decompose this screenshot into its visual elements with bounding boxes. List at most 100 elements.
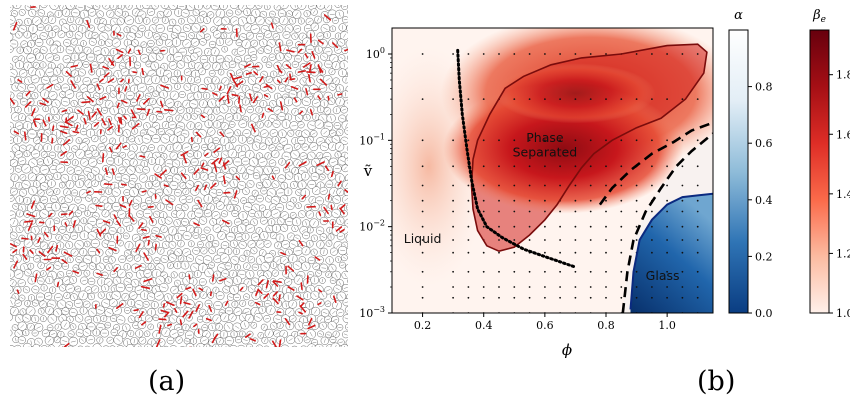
particle-orientation [16, 168, 21, 170]
simulation-point [467, 251, 470, 254]
particle-orientation [77, 6, 83, 8]
particle-orientation [263, 58, 266, 62]
particle-orientation [325, 78, 330, 82]
particle-orientation [81, 145, 86, 149]
particle-orientation [259, 122, 262, 127]
simulation-point [513, 98, 516, 100]
simulation-point [559, 210, 561, 213]
particle-orientation [130, 137, 134, 140]
particle-orientation [139, 13, 144, 17]
particle-orientation [275, 108, 280, 112]
simulation-point [666, 286, 668, 288]
simulation-point [651, 53, 653, 55]
particle-orientation [314, 102, 319, 104]
particle [279, 5, 289, 10]
particle-orientation [231, 169, 235, 173]
particle-orientation [313, 24, 317, 29]
particle-orientation [262, 102, 264, 107]
particle-orientation [317, 168, 323, 172]
particle-orientation [45, 106, 47, 111]
particle-orientation [10, 19, 14, 21]
particle-orientation [310, 5, 315, 7]
simulation-point [513, 165, 516, 168]
x-axis-label: ϕ [562, 341, 572, 359]
particle-orientation [244, 146, 247, 151]
particle-orientation [125, 58, 129, 61]
particle-orientation [83, 12, 86, 17]
particle-orientation [205, 36, 210, 38]
particle-orientation [28, 57, 34, 59]
simulation-point [574, 210, 577, 213]
particle-orientation [98, 159, 102, 162]
particle-orientation [140, 5, 141, 8]
simulation-point [635, 199, 638, 202]
particle-orientation [223, 34, 225, 38]
particle-orientation [30, 10, 34, 15]
particle-orientation [96, 19, 99, 23]
particle [92, 343, 102, 347]
particle-orientation [196, 124, 201, 128]
particle-orientation [164, 123, 167, 127]
simulation-point [498, 199, 500, 202]
y-tick-base: 10 [359, 307, 373, 320]
particle-orientation [338, 11, 341, 17]
simulation-point [574, 251, 577, 254]
simulation-point [635, 210, 638, 213]
simulation-point [666, 239, 668, 241]
particle-orientation [94, 5, 99, 8]
particle-orientation [339, 99, 341, 105]
particle-orientation [54, 162, 58, 164]
particle-orientation [301, 155, 306, 157]
simulation-point [544, 239, 546, 241]
particle-orientation [61, 20, 65, 25]
particle-orientation [34, 168, 38, 173]
particle-orientation [10, 7, 12, 8]
particle-orientation [219, 11, 222, 16]
particle-orientation [271, 102, 275, 106]
particle-orientation [197, 64, 200, 69]
simulation-point [482, 53, 485, 55]
particle-orientation [349, 341, 350, 344]
particle-orientation [325, 109, 329, 113]
simulation-point [559, 270, 561, 273]
particle-orientation [240, 122, 245, 125]
particle-orientation [227, 12, 232, 14]
particle [10, 14, 16, 25]
simulation-point [696, 251, 699, 254]
particle-orientation [111, 139, 114, 143]
particle-orientation [330, 85, 335, 89]
particle-orientation [168, 27, 173, 30]
particle-orientation [113, 108, 116, 113]
particle-orientation [78, 19, 81, 24]
particle-orientation [259, 49, 263, 52]
particle-orientation [160, 146, 163, 151]
particle-orientation [267, 121, 269, 126]
particle-orientation [82, 160, 87, 164]
particle-orientation [26, 32, 28, 37]
particle-orientation [184, 146, 190, 149]
bond-segment [72, 130, 80, 134]
particle-orientation [347, 159, 348, 161]
simulation-point [605, 165, 607, 168]
particle [10, 329, 13, 337]
particle-orientation [166, 11, 169, 15]
particle-orientation [93, 151, 97, 156]
particle-orientation [258, 18, 262, 23]
particle-orientation [122, 70, 127, 74]
simulation-point [574, 184, 577, 187]
particle-orientation [164, 5, 166, 7]
particle-orientation [47, 175, 51, 180]
particle-orientation [248, 169, 253, 172]
particle-orientation [266, 168, 270, 173]
particle [163, 345, 169, 347]
particle-orientation [223, 19, 228, 23]
particle-orientation [262, 132, 267, 135]
particle-orientation [309, 137, 312, 141]
particle-orientation [158, 115, 162, 118]
particle [344, 157, 348, 166]
simulation-point [467, 286, 470, 288]
simulation-point [528, 270, 531, 273]
particle-orientation [274, 138, 277, 142]
particle-orientation [194, 11, 198, 14]
particle-orientation [224, 79, 227, 84]
